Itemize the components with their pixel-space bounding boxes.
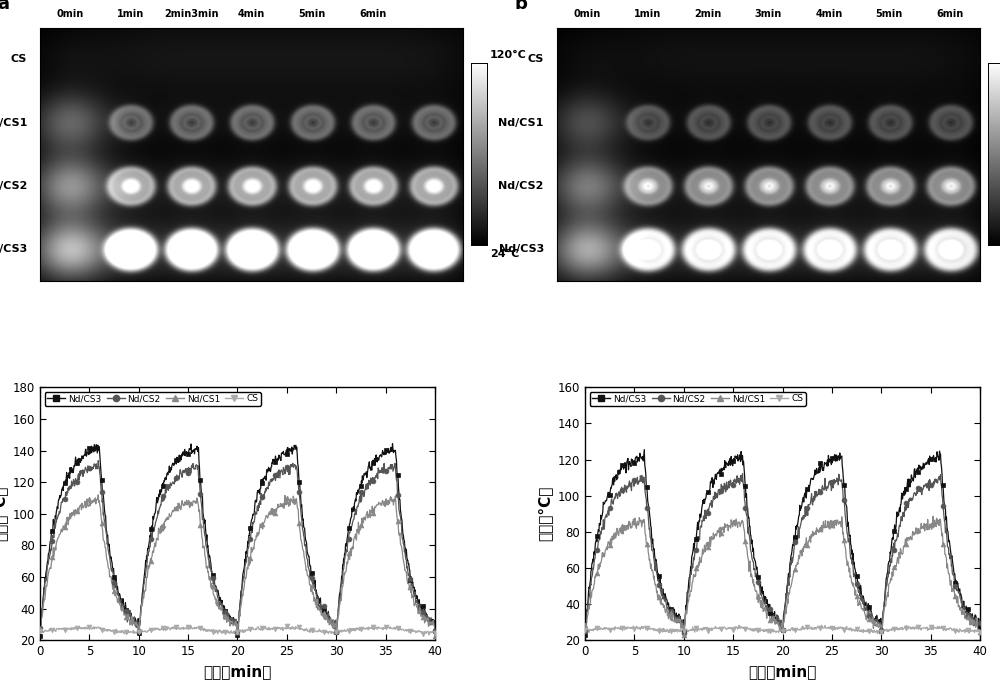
Text: 2min3min: 2min3min <box>164 9 218 19</box>
Y-axis label: 温度（°C）: 温度（°C） <box>537 486 552 541</box>
Text: Nd/CS3: Nd/CS3 <box>0 244 27 254</box>
Text: Nd/CS3: Nd/CS3 <box>499 244 544 254</box>
X-axis label: 时间（min）: 时间（min） <box>203 664 272 679</box>
Text: 4min: 4min <box>815 9 842 19</box>
Text: 4min: 4min <box>238 9 265 19</box>
Text: 6min: 6min <box>359 9 386 19</box>
Text: 5min: 5min <box>876 9 903 19</box>
Text: 24°C: 24°C <box>490 249 519 259</box>
Legend: Nd/CS3, Nd/CS2, Nd/CS1, CS: Nd/CS3, Nd/CS2, Nd/CS1, CS <box>45 392 261 406</box>
Text: Nd/CS1: Nd/CS1 <box>0 118 27 128</box>
Text: 0min: 0min <box>573 9 600 19</box>
Text: b: b <box>514 0 527 13</box>
Text: 5min: 5min <box>299 9 326 19</box>
X-axis label: 时间（min）: 时间（min） <box>748 664 817 679</box>
Text: 6min: 6min <box>936 9 963 19</box>
Text: 3min: 3min <box>755 9 782 19</box>
Text: Nd/CS2: Nd/CS2 <box>498 181 544 191</box>
Text: CS: CS <box>11 54 27 65</box>
Text: Nd/CS1: Nd/CS1 <box>498 118 544 128</box>
Text: CS: CS <box>527 54 544 65</box>
Text: 2min: 2min <box>694 9 721 19</box>
Text: 1min: 1min <box>634 9 661 19</box>
Text: 1min: 1min <box>117 9 144 19</box>
Legend: Nd/CS3, Nd/CS2, Nd/CS1, CS: Nd/CS3, Nd/CS2, Nd/CS1, CS <box>590 392 806 406</box>
Y-axis label: 温度（°C）: 温度（°C） <box>0 486 7 541</box>
Text: 120°C: 120°C <box>490 49 527 60</box>
Text: Nd/CS2: Nd/CS2 <box>0 181 27 191</box>
Text: 0min: 0min <box>57 9 84 19</box>
Text: a: a <box>0 0 10 13</box>
